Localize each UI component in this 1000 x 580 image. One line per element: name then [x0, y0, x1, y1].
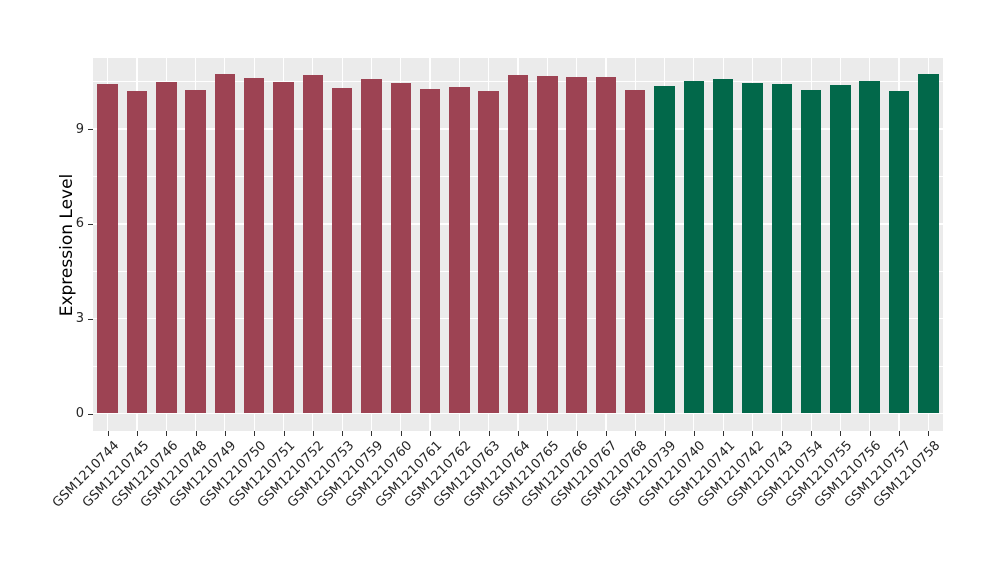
bar: [390, 83, 411, 414]
x-tick-mark: [166, 431, 168, 436]
x-tick-mark: [459, 431, 461, 436]
bar: [507, 74, 529, 414]
x-tick-mark: [136, 431, 138, 436]
bar: [185, 89, 206, 414]
bar: [302, 75, 324, 414]
y-tick-mark: [88, 129, 93, 130]
bar: [273, 81, 294, 414]
x-tick-mark: [224, 431, 226, 436]
bar: [478, 91, 499, 414]
bar: [800, 90, 822, 414]
bar: [918, 74, 939, 414]
bar: [771, 84, 793, 414]
x-tick-mark: [430, 431, 432, 436]
x-tick-mark: [312, 431, 314, 436]
bar: [419, 89, 441, 414]
x-tick-mark: [254, 431, 256, 436]
y-tick-mark: [88, 413, 93, 415]
x-tick-mark: [869, 431, 871, 436]
y-tick-label: 9: [75, 121, 84, 137]
y-tick-label: 3: [75, 311, 84, 327]
bar: [595, 76, 617, 414]
bar: [712, 78, 734, 414]
y-tick-mark: [88, 318, 93, 320]
y-tick-mark: [88, 223, 93, 225]
bar: [859, 81, 880, 414]
x-tick-mark: [928, 431, 930, 436]
bar: [331, 87, 353, 414]
y-axis-title-text: Expression Level: [57, 173, 77, 317]
bar: [830, 85, 851, 414]
x-tick-mark: [107, 431, 109, 436]
bar: [126, 90, 148, 414]
bar: [624, 90, 646, 414]
x-tick-mark: [781, 431, 783, 436]
bar: [537, 75, 558, 414]
x-tick-mark: [195, 431, 197, 436]
x-tick-mark: [664, 431, 666, 436]
x-tick-mark: [371, 431, 373, 436]
bar: [566, 77, 587, 414]
x-tick-mark: [400, 431, 402, 436]
x-tick-mark: [547, 431, 549, 436]
bar: [97, 83, 118, 414]
x-tick-mark: [518, 431, 519, 436]
x-tick-mark: [693, 431, 695, 436]
x-tick-mark: [605, 431, 607, 436]
x-tick-mark: [752, 431, 754, 436]
x-tick-mark: [576, 431, 578, 436]
x-tick-mark: [899, 431, 901, 436]
bar: [888, 90, 910, 414]
bar: [449, 86, 470, 414]
x-tick-mark: [635, 431, 637, 436]
bar: [683, 80, 705, 414]
x-tick-mark: [283, 431, 285, 436]
bar: [361, 79, 382, 414]
x-tick-mark: [342, 431, 344, 436]
y-tick-label: 0: [75, 406, 84, 421]
bar: [654, 86, 675, 414]
x-tick-mark: [811, 431, 813, 436]
bar: [214, 74, 236, 414]
x-tick-mark: [840, 431, 842, 436]
x-tick-mark: [723, 431, 725, 436]
bar: [156, 82, 177, 414]
y-tick-label: 6: [75, 216, 84, 232]
x-tick-mark: [488, 431, 490, 436]
major-gridline: [93, 412, 943, 415]
bar: [742, 83, 763, 414]
bar: [243, 77, 265, 414]
chart-panel: [93, 58, 943, 431]
